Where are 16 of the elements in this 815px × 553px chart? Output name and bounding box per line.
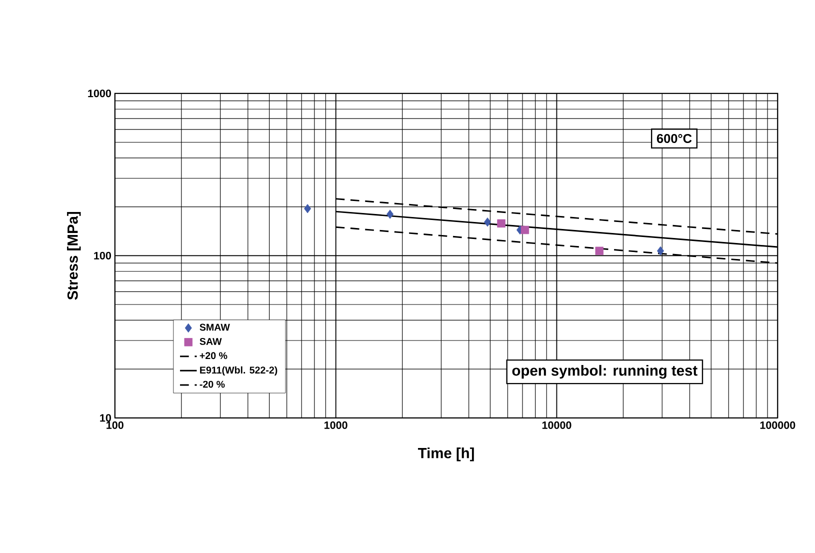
x-tick-label: 1000 (324, 422, 348, 430)
legend-label: SAW (200, 338, 222, 346)
y-tick-label: 10 (100, 414, 111, 422)
y-axis-title: Stress [MPa] (67, 212, 81, 300)
legend-label: SMAW (200, 324, 230, 331)
annotation: 600°C (656, 134, 692, 144)
legend-label: -20 % (200, 381, 225, 388)
x-tick-label: 10000 (542, 422, 572, 430)
x-tick-label: 100000 (760, 422, 796, 430)
annotation: open symbol: running test (512, 365, 698, 379)
x-axis-title: Time [h] (418, 448, 474, 462)
legend-label: E911(Wbl. 522-2) (200, 366, 278, 376)
y-tick-label: 100 (94, 252, 111, 260)
x-tick-label: 100 (106, 422, 124, 430)
legend-label: +20 % (200, 352, 228, 360)
y-tick-label: 1000 (88, 90, 111, 98)
